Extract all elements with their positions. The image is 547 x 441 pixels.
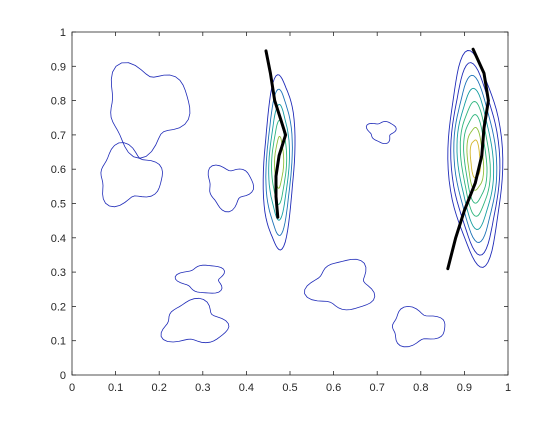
peak-contour-level [450,62,501,256]
background-contour [304,258,376,311]
background-contour [160,297,230,344]
y-tick-label: 0 [60,370,66,382]
y-tick-label: 0.4 [51,233,66,245]
x-tick-label: 1 [505,382,511,394]
background-contour [365,120,397,144]
peak-contour-level [274,135,285,189]
y-tick-label: 0.5 [51,199,66,211]
x-tick-label: 0.1 [108,382,123,394]
y-tick-label: 0.3 [51,267,66,279]
ridge-lines [264,47,490,271]
x-tick-label: 0.9 [457,382,472,394]
background-contours [100,62,446,348]
peak-contour-level [453,74,498,243]
ridge-line [264,49,288,219]
y-tick-label: 0.7 [51,130,66,142]
y-tick-label: 0.1 [51,336,66,348]
peak-contour-level [262,74,296,251]
y-axis: 0 0.1 0.2 0.3 0.4 0.5 0.6 0.7 0.8 0.9 1 [51,27,508,382]
background-contour [100,142,163,208]
x-tick-label: 0.2 [152,382,167,394]
x-tick-label: 0.7 [370,382,385,394]
peak-contour-level [265,88,293,236]
y-tick-label: 1 [60,27,66,39]
x-tick-label: 0.4 [239,382,254,394]
peak-contour-level [463,114,488,204]
y-tick-label: 0.8 [51,96,66,108]
x-tick-label: 0.8 [413,382,428,394]
peak-contour-level [459,101,491,217]
x-tick-label: 0.5 [282,382,297,394]
y-tick-label: 0.6 [51,164,66,176]
peak-contour-level [268,103,290,221]
background-contour [110,62,191,159]
x-tick-label: 0.3 [195,382,210,394]
x-tick-label: 0.6 [326,382,341,394]
peak-contour-level [466,127,485,191]
background-contour [391,305,446,348]
x-tick-label: 0 [69,382,75,394]
plot-area-background [72,32,508,375]
y-tick-label: 0.2 [51,301,66,313]
x-axis: 0 0.1 0.2 0.3 0.4 0.5 0.6 0.7 0.8 0.9 1 [69,32,511,394]
background-contour [174,264,225,294]
y-tick-label: 0.9 [51,61,66,73]
ridge-line [446,47,490,271]
peak-contour-level [456,87,495,230]
background-contour [207,164,255,213]
